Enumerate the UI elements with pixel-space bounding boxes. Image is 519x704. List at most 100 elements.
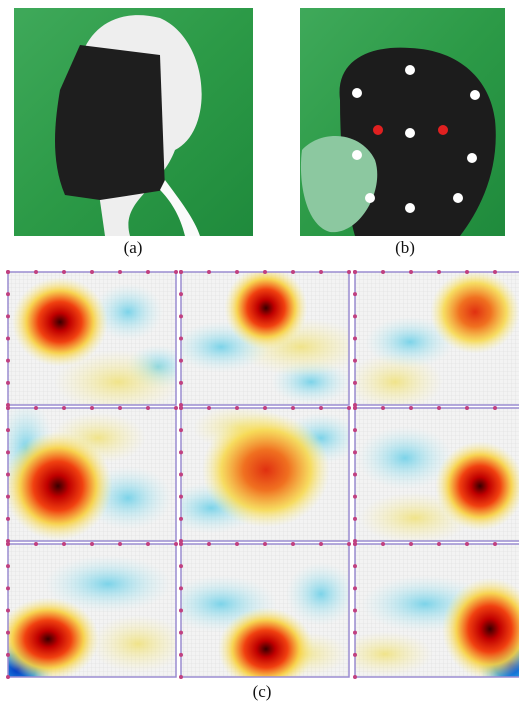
sensor-dot xyxy=(179,631,183,635)
marker-dot xyxy=(438,125,448,135)
sensor-dot xyxy=(6,675,10,679)
sensor-dot xyxy=(179,609,183,613)
sensor-dot xyxy=(493,270,497,274)
sensor-dot xyxy=(207,270,211,274)
marker-dot xyxy=(470,90,480,100)
field-blob xyxy=(90,615,186,673)
sensor-dot xyxy=(353,337,357,341)
heatmap-panel xyxy=(0,544,186,698)
sensor-dot xyxy=(353,609,357,613)
sensor-dot xyxy=(291,270,295,274)
sensor-dot xyxy=(6,564,10,568)
heatmap-panel xyxy=(355,408,519,544)
sensor-dot xyxy=(6,631,10,635)
sensor-dot xyxy=(235,542,239,546)
sensor-dot xyxy=(179,428,183,432)
sensor-dot xyxy=(353,406,357,410)
field-blob xyxy=(12,277,108,367)
photo-a xyxy=(14,8,253,236)
field-blob xyxy=(4,432,113,541)
sensor-dot xyxy=(179,495,183,499)
field-blob xyxy=(337,632,433,677)
heatmap-panel xyxy=(0,400,176,541)
sensor-dot xyxy=(409,270,413,274)
sensor-dot xyxy=(146,406,150,410)
field-blob xyxy=(218,607,314,690)
sensor-dot xyxy=(437,542,441,546)
marker-dot xyxy=(405,203,415,213)
sensor-dot xyxy=(353,381,357,385)
sensor-dot xyxy=(179,406,183,410)
sensor-dot xyxy=(90,542,94,546)
sensor-dot xyxy=(353,314,357,318)
sensor-dot xyxy=(179,653,183,657)
sensor-dot xyxy=(437,406,441,410)
marker-dot xyxy=(352,88,362,98)
sensor-dot xyxy=(437,270,441,274)
sensor-dot xyxy=(353,428,357,432)
sensor-dot xyxy=(353,473,357,477)
sensor-dot xyxy=(6,450,10,454)
sensor-dot xyxy=(291,406,295,410)
sensor-dot xyxy=(34,270,38,274)
sensor-dot xyxy=(179,337,183,341)
sensor-dot xyxy=(319,270,323,274)
sensor-dot xyxy=(6,653,10,657)
sensor-dot xyxy=(409,406,413,410)
sensor-dot xyxy=(179,270,183,274)
sensor-dot xyxy=(207,542,211,546)
sensor-dot xyxy=(319,542,323,546)
field-blob xyxy=(202,412,330,527)
sensor-dot xyxy=(34,406,38,410)
heatmap-panel xyxy=(337,544,519,693)
sensor-dot xyxy=(263,270,267,274)
sensor-dot xyxy=(6,314,10,318)
sensor-dot xyxy=(465,542,469,546)
field-blob xyxy=(0,597,99,680)
sensor-dot xyxy=(179,473,183,477)
sensor-dot xyxy=(118,270,122,274)
panel-label: (a) xyxy=(124,238,143,257)
sensor-dot xyxy=(465,270,469,274)
sensor-dot xyxy=(353,631,357,635)
heatmap-panel xyxy=(165,544,356,691)
heatmaps xyxy=(0,266,519,697)
sensor-dot xyxy=(179,359,183,363)
sensor-dot xyxy=(353,586,357,590)
heatmap-panel xyxy=(347,270,519,410)
heatmap-panel xyxy=(163,406,359,541)
panel-label: (c) xyxy=(253,682,272,701)
field-blob xyxy=(430,270,519,353)
marker-dot xyxy=(467,153,477,163)
sensor-dot xyxy=(146,270,150,274)
marker-dot xyxy=(365,193,375,203)
sensor-dot xyxy=(381,542,385,546)
sensor-dot xyxy=(6,292,10,296)
sensor-dot xyxy=(6,517,10,521)
marker-dot xyxy=(405,128,415,138)
sensor-dot xyxy=(174,270,178,274)
sensor-dot xyxy=(90,270,94,274)
sensor-dot xyxy=(319,406,323,410)
marker-dot xyxy=(373,125,383,135)
sensor-dot xyxy=(146,542,150,546)
sensor-dot xyxy=(353,359,357,363)
sensor-dot xyxy=(6,381,10,385)
sensor-dot xyxy=(493,542,497,546)
sensor-dot xyxy=(6,609,10,613)
sensor-dot xyxy=(353,675,357,679)
sensor-dot xyxy=(6,428,10,432)
sensor-dot xyxy=(179,517,183,521)
marker-dot xyxy=(352,150,362,160)
sensor-dot xyxy=(493,406,497,410)
sensor-dot xyxy=(6,270,10,274)
sensor-dot xyxy=(353,517,357,521)
sensor-dot xyxy=(118,406,122,410)
sensor-dot xyxy=(235,406,239,410)
sensor-dot xyxy=(291,542,295,546)
sensor-dot xyxy=(353,495,357,499)
sensor-dot xyxy=(465,406,469,410)
photo-b xyxy=(300,8,505,236)
mask xyxy=(55,45,165,200)
heatmap-panel xyxy=(173,266,365,405)
